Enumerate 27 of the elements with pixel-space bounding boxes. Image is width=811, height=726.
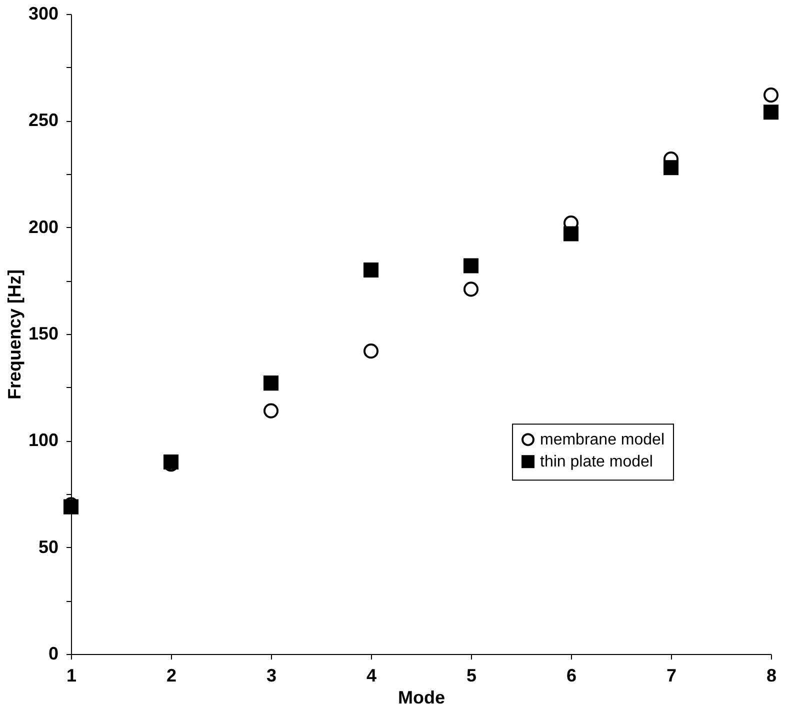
legend-label: membrane model bbox=[540, 432, 664, 449]
x-tick-label: 7 bbox=[666, 666, 677, 686]
point bbox=[463, 282, 479, 297]
y-tick-label: 200 bbox=[28, 216, 58, 237]
y-axis-title: Frequency [Hz] bbox=[4, 269, 24, 400]
point bbox=[263, 403, 279, 418]
y-tick-label: 250 bbox=[28, 110, 58, 130]
point bbox=[463, 258, 479, 274]
y-tick-label: 150 bbox=[28, 324, 58, 344]
x-tick-label: 5 bbox=[466, 666, 477, 686]
x-tick-label: 3 bbox=[266, 666, 277, 686]
point bbox=[363, 262, 379, 278]
x-axis-title: Mode bbox=[398, 688, 445, 708]
x-tick-label: 6 bbox=[566, 666, 577, 686]
y-tick-label: 50 bbox=[38, 536, 58, 557]
point bbox=[763, 104, 779, 120]
point bbox=[263, 376, 279, 391]
point bbox=[363, 344, 379, 359]
point bbox=[763, 88, 779, 103]
x-tick-label: 4 bbox=[366, 666, 377, 686]
y-tick-label: 0 bbox=[48, 644, 58, 664]
y-tick-label: 300 bbox=[28, 4, 58, 24]
x-tick-label: 1 bbox=[66, 666, 77, 686]
legend-label: thin plate model bbox=[540, 454, 653, 471]
x-tick-label: 2 bbox=[166, 666, 177, 686]
y-tick-label: 100 bbox=[28, 430, 58, 450]
x-tick-label: 8 bbox=[766, 666, 777, 686]
